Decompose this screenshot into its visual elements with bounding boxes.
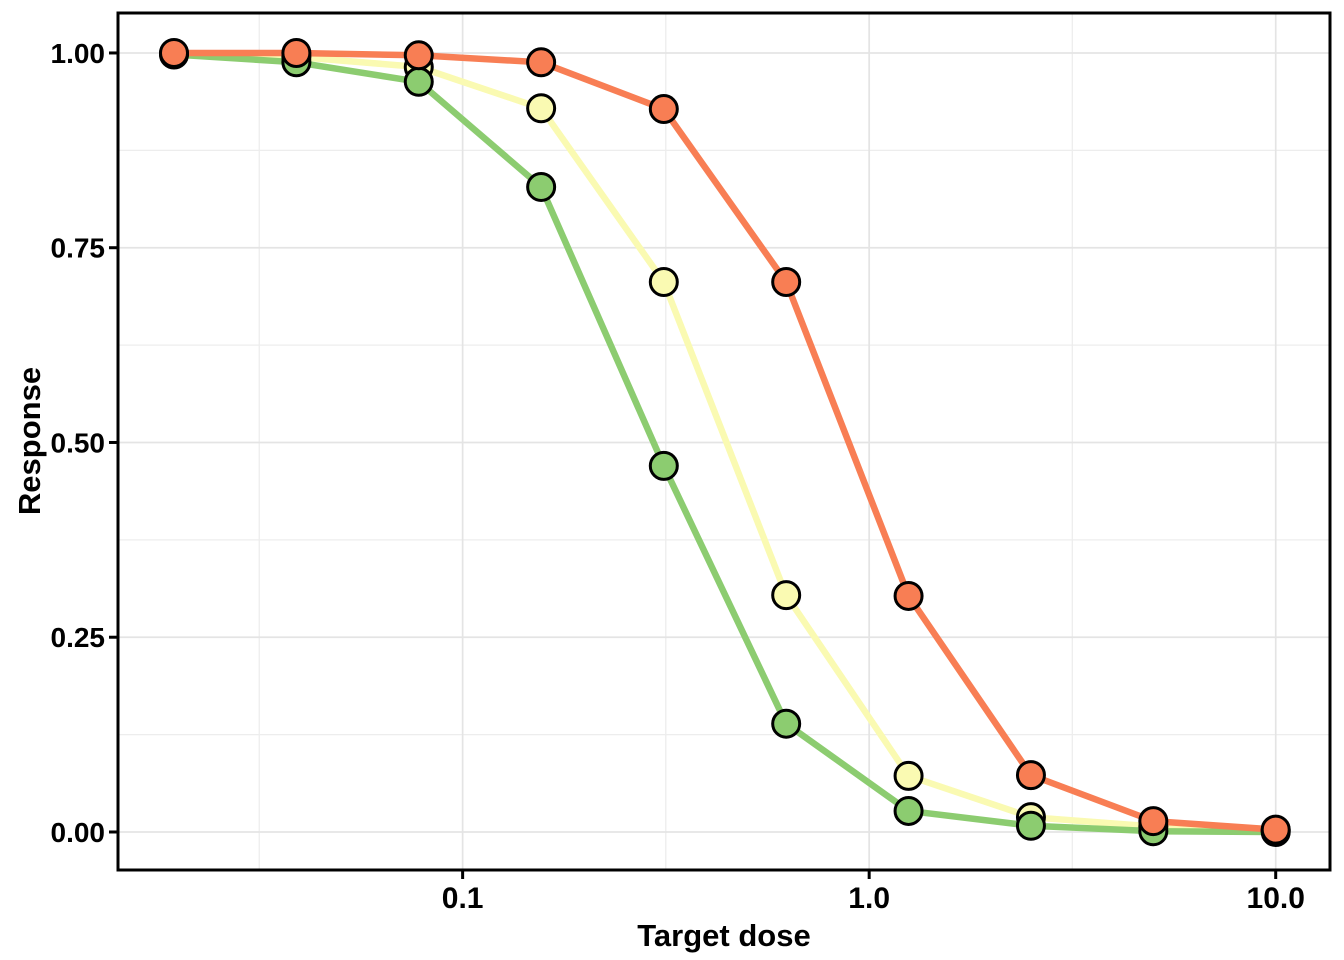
data-point-curve-orange [281,37,312,68]
data-point-curve-orange [1015,760,1046,791]
data-point-curve-orange [1260,814,1291,845]
data-point-curve-yellow [526,93,557,124]
y-tick-label-0.00: 0.00 [51,817,106,848]
data-point-curve-orange [403,40,434,71]
y-axis-title: Response [12,366,47,516]
data-point-curve-yellow [893,760,924,791]
data-point-curve-green [893,795,924,826]
x-tick-label-1.0: 1.0 [848,882,890,915]
x-tick-label-0.1: 0.1 [442,882,484,915]
series-line-curve-green [170,51,1279,836]
y-tick-label-0.75: 0.75 [51,233,106,264]
y-tick-label-0.50: 0.50 [51,427,106,458]
data-point-curve-green [403,66,434,97]
y-tick-label-1.00: 1.00 [51,38,106,69]
data-point-curve-orange [893,580,924,611]
data-point-curve-orange [1138,806,1169,837]
x-axis-title: Target dose [637,918,811,953]
data-point-curve-orange [158,37,189,68]
series-line-curve-yellow [170,50,1279,834]
data-point-curve-green [771,708,802,739]
data-point-curve-yellow [771,580,802,611]
x-tick-label-10.0: 10.0 [1247,882,1305,915]
data-point-curve-green [648,450,679,481]
data-point-curve-yellow [648,266,679,297]
data-point-curve-green [526,171,557,202]
data-point-curve-orange [648,94,679,125]
series-line-curve-orange [170,49,1279,833]
y-tick-label-0.25: 0.25 [51,622,106,653]
data-point-curve-orange [771,266,802,297]
data-point-curve-green [1015,810,1046,841]
data-point-curve-orange [526,47,557,78]
